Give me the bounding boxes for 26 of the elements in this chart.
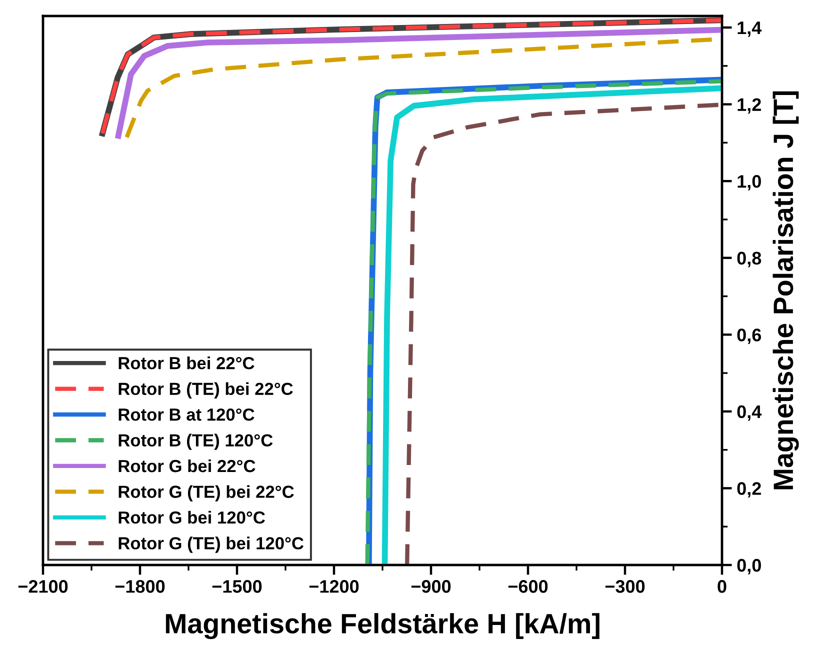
legend-label: Rotor B at 120°C	[118, 408, 254, 421]
y2-tick-label: 1,0	[738, 175, 761, 190]
x-tick-label: 0	[718, 580, 726, 593]
x-tick-label: −2100	[18, 580, 68, 593]
legend-label: Rotor B bei 22°C	[118, 356, 254, 370]
legend-label: Rotor B (TE) bei 22°C	[118, 382, 293, 398]
legend-label: Rotor G (TE) bei 120°C	[118, 536, 304, 553]
x-tick-label: −1200	[309, 580, 359, 593]
y2-tick-label: 1,4	[738, 22, 762, 37]
y2-tick-label: 0,0	[737, 558, 761, 574]
legend-label: Rotor G (TE) bei 22°C	[118, 485, 294, 502]
legend-label: Rotor G bei 120°C	[118, 510, 265, 524]
x-axis-title: Magnetische Feldstärke H [kA/m]	[166, 613, 600, 640]
x-tick-label: −1500	[212, 580, 262, 593]
y2-tick-label: 1,2	[738, 98, 761, 114]
y2-tick-label: 0,6	[737, 328, 762, 344]
y2-axis-title: Magnetische Polarisation J [T]	[772, 91, 799, 490]
x-tick-label: −900	[411, 580, 451, 593]
x-tick-label: −300	[605, 580, 645, 593]
x-tick-label: −1800	[115, 580, 165, 593]
x-tick-label: −600	[508, 580, 548, 593]
y2-tick-label: 0,4	[737, 405, 762, 421]
y2-tick-label: 0,8	[737, 252, 762, 268]
legend-label: Rotor B (TE) 120°C	[118, 434, 273, 450]
legend-label: Rotor G bei 22°C	[118, 459, 256, 472]
y2-tick-label: 0,2	[737, 482, 761, 498]
